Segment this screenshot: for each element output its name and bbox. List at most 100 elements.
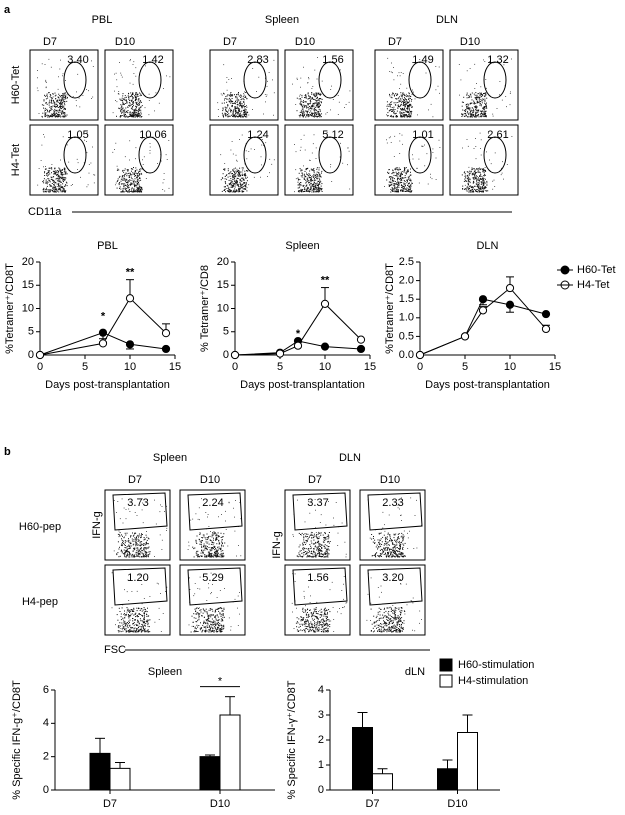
dot: [479, 101, 481, 102]
dot: [474, 178, 476, 180]
dot: [472, 114, 474, 115]
dot: [40, 160, 42, 161]
dot: [53, 170, 55, 172]
dot: [138, 182, 139, 183]
dot: [468, 95, 470, 97]
dot: [246, 187, 248, 189]
dot: [236, 168, 238, 170]
dot: [166, 527, 168, 529]
dot: [137, 631, 139, 633]
dot: [234, 106, 236, 108]
dot: [139, 115, 141, 117]
dot: [138, 108, 139, 110]
dot: [419, 59, 421, 60]
dot: [154, 110, 155, 112]
dot: [316, 102, 318, 104]
dot: [242, 188, 244, 190]
dot: [141, 544, 143, 546]
dot: [133, 629, 135, 631]
dot: [54, 110, 56, 112]
dot: [225, 114, 227, 116]
dot: [215, 624, 217, 626]
dot: [404, 95, 406, 97]
dot: [217, 616, 219, 618]
dot: [392, 180, 394, 182]
dot: [136, 551, 138, 553]
dot: [483, 172, 485, 174]
dot: [391, 94, 393, 96]
dot: [318, 106, 320, 108]
dot: [140, 113, 142, 115]
dot: [148, 619, 150, 621]
dot: [59, 95, 61, 97]
dot: [478, 110, 479, 112]
dot: [486, 106, 487, 108]
dot: [215, 551, 217, 553]
dot: [57, 170, 59, 171]
dot: [44, 64, 46, 65]
dot: [53, 191, 55, 193]
dot: [473, 116, 475, 118]
dot: [467, 110, 469, 112]
dot: [471, 189, 473, 191]
dot: [130, 183, 132, 185]
dot: [124, 625, 126, 627]
dot: [119, 98, 121, 100]
dot: [137, 540, 139, 542]
dot: [53, 181, 55, 183]
dot: [134, 512, 136, 513]
dot: [439, 92, 440, 94]
dot: [117, 533, 119, 535]
dot: [123, 542, 125, 544]
dot: [476, 182, 478, 184]
dot: [273, 59, 275, 61]
dot: [158, 607, 160, 609]
dot: [138, 533, 140, 535]
dot: [57, 116, 59, 118]
dot: [128, 631, 130, 633]
dot: [126, 111, 128, 113]
dot: [124, 617, 126, 619]
dot: [54, 187, 56, 189]
dot: [476, 180, 478, 182]
dot: [470, 191, 472, 193]
dot: [398, 189, 399, 191]
dot: [61, 113, 63, 115]
dot: [63, 93, 65, 95]
dot: [228, 190, 230, 192]
dot: [501, 167, 502, 169]
dot: [62, 98, 64, 100]
dot: [473, 177, 475, 179]
dot: [310, 178, 312, 180]
dot: [396, 190, 398, 192]
dot: [220, 628, 222, 629]
dot: [204, 549, 206, 551]
dot: [230, 182, 231, 184]
dot: [131, 115, 133, 117]
dot: [46, 185, 48, 187]
dot: [317, 111, 319, 113]
dot: [131, 168, 133, 170]
dot: [240, 103, 242, 105]
dot: [218, 629, 220, 631]
dot: [90, 162, 92, 164]
dot: [303, 111, 305, 113]
dot: [236, 179, 238, 181]
dot: [475, 102, 477, 104]
dot: [483, 175, 485, 177]
dot: [64, 179, 66, 181]
dot: [246, 113, 248, 115]
dot: [426, 153, 428, 155]
dot: [318, 167, 320, 169]
dot: [482, 191, 484, 193]
dot: [472, 110, 474, 111]
dot: [132, 113, 134, 115]
dot: [216, 631, 218, 633]
dot: [45, 182, 47, 184]
dot: [193, 556, 195, 558]
dot: [403, 182, 405, 184]
dot: [405, 171, 407, 173]
dot: [390, 142, 392, 143]
dot: [215, 628, 217, 630]
dot: [227, 111, 229, 113]
